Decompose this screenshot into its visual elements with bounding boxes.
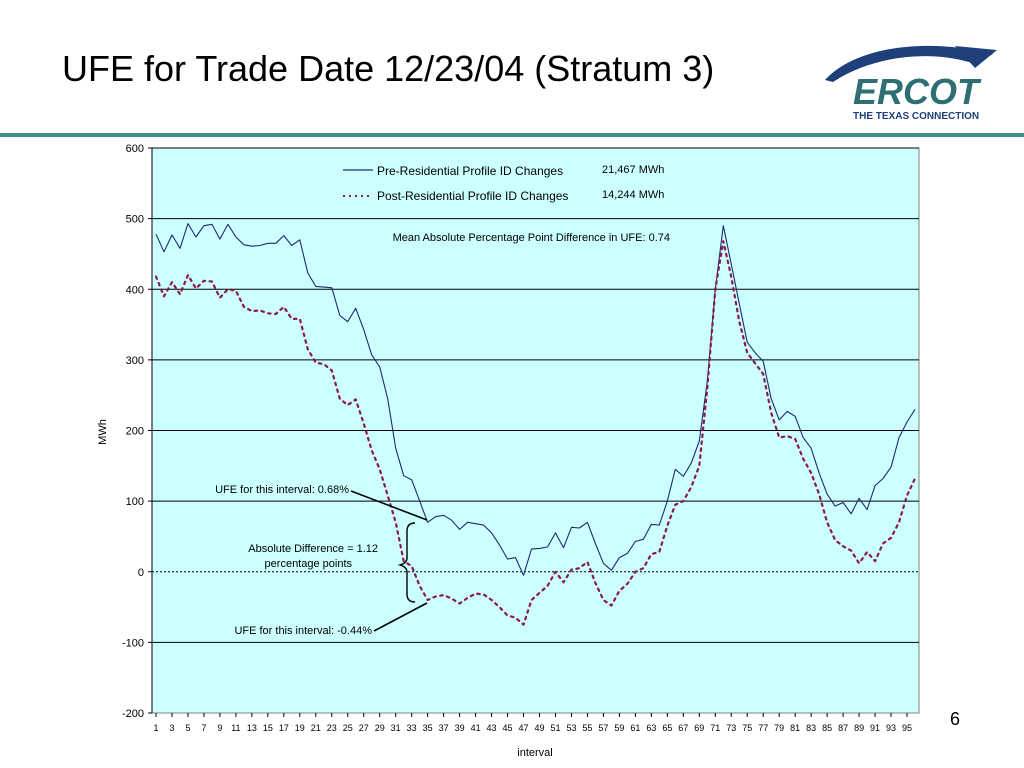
x-tick-label: 59 — [614, 723, 624, 733]
y-tick-label: 0 — [138, 567, 144, 579]
gridlines — [152, 147, 919, 643]
y-tick-label: -100 — [122, 637, 144, 649]
x-tick-label: 7 — [201, 723, 206, 733]
series-lines — [154, 223, 917, 626]
x-tick-label: 51 — [550, 723, 560, 733]
title-rule — [0, 133, 1024, 137]
y-tick-label: 400 — [126, 284, 144, 296]
x-tick-label: 9 — [217, 723, 222, 733]
x-tick-label: 13 — [247, 723, 257, 733]
x-tick-label: 21 — [311, 723, 321, 733]
ercot-logo: ERCOT THE TEXAS CONNECTION — [825, 45, 997, 122]
x-tick-label: 3 — [169, 723, 174, 733]
callout-abs-diff-line2: percentage points — [265, 558, 353, 570]
mean-diff-annotation: Mean Absolute Percentage Point Differenc… — [393, 232, 670, 244]
x-tick-label: 47 — [519, 723, 529, 733]
logo-wordmark: ERCOT — [853, 71, 982, 112]
y-tick-label: -200 — [122, 708, 144, 720]
series-line-pre — [155, 223, 916, 576]
x-tick-label: 5 — [185, 723, 190, 733]
x-tick-label: 65 — [662, 723, 672, 733]
x-tick-label: 53 — [566, 723, 576, 733]
logo-tagline: THE TEXAS CONNECTION — [853, 111, 979, 122]
x-tick-label: 93 — [886, 723, 896, 733]
callout-arrow-high — [350, 490, 428, 521]
x-tick-label: 1 — [153, 723, 158, 733]
x-tick-label: 77 — [758, 723, 768, 733]
x-tick-label: 41 — [471, 723, 481, 733]
x-tick-label: 11 — [231, 723, 240, 733]
x-tick-label: 55 — [582, 723, 592, 733]
x-tick-label: 29 — [375, 723, 385, 733]
x-tick-label: 17 — [279, 723, 289, 733]
callout-ufe-high: UFE for this interval: 0.68% — [215, 484, 349, 496]
x-tick-label: 79 — [774, 723, 784, 733]
slide-title: UFE for Trade Date 12/23/04 (Stratum 3) — [62, 48, 715, 89]
callout-abs-diff-line1: Absolute Difference = 1.12 — [248, 543, 378, 555]
x-tick-label: 67 — [678, 723, 688, 733]
x-tick-label: 43 — [487, 723, 497, 733]
legend-total-post: 14,244 MWh — [602, 189, 664, 201]
y-tick-label: 500 — [126, 214, 144, 226]
x-tick-label: 49 — [534, 723, 544, 733]
legend: Pre-Residential Profile ID Changes 21,46… — [343, 164, 664, 203]
x-tick-label: 61 — [630, 723, 640, 733]
callouts: UFE for this interval: 0.68% Absolute Di… — [215, 484, 428, 637]
series-line-post — [154, 240, 917, 626]
y-tick-label: 300 — [126, 355, 144, 367]
logo-swoosh — [825, 45, 993, 82]
x-tick-label: 85 — [822, 723, 832, 733]
x-tick-label: 81 — [790, 723, 800, 733]
x-tick-label: 73 — [726, 723, 736, 733]
legend-label-post: Post-Residential Profile ID Changes — [377, 189, 568, 203]
x-tick-label: 71 — [710, 723, 720, 733]
x-tick-label: 87 — [838, 723, 848, 733]
x-tick-label: 95 — [902, 723, 912, 733]
page-number: 6 — [950, 709, 961, 729]
x-tick-label: 83 — [806, 723, 816, 733]
x-tick-label: 33 — [407, 723, 417, 733]
x-tick-label: 75 — [742, 723, 752, 733]
legend-total-pre: 21,467 MWh — [602, 164, 664, 176]
x-tick-label: 37 — [439, 723, 449, 733]
x-tick-label: 39 — [455, 723, 465, 733]
y-axis-label: MWh — [97, 419, 109, 445]
y-tick-label: 200 — [126, 426, 144, 438]
x-tick-label: 91 — [870, 723, 880, 733]
x-tick-label: 25 — [343, 723, 353, 733]
legend-label-pre: Pre-Residential Profile ID Changes — [377, 164, 563, 178]
x-tick-label: 35 — [423, 723, 433, 733]
x-tick-label: 63 — [646, 723, 656, 733]
x-tick-label: 31 — [391, 723, 401, 733]
callout-ufe-low: UFE for this interval: -0.44% — [234, 625, 372, 637]
callout-arrow-low — [373, 602, 428, 632]
x-tick-label: 19 — [295, 723, 305, 733]
x-tick-label: 57 — [598, 723, 608, 733]
x-tick-label: 45 — [503, 723, 513, 733]
x-tick-label: 15 — [263, 723, 273, 733]
y-tick-label: 600 — [126, 143, 144, 155]
x-tick-label: 89 — [854, 723, 864, 733]
x-tick-label: 27 — [359, 723, 369, 733]
x-axis-label: interval — [517, 747, 552, 759]
x-tick-label: 69 — [694, 723, 704, 733]
y-tick-label: 100 — [126, 496, 144, 508]
callout-brace — [397, 522, 416, 603]
x-tick-label: 23 — [327, 723, 337, 733]
